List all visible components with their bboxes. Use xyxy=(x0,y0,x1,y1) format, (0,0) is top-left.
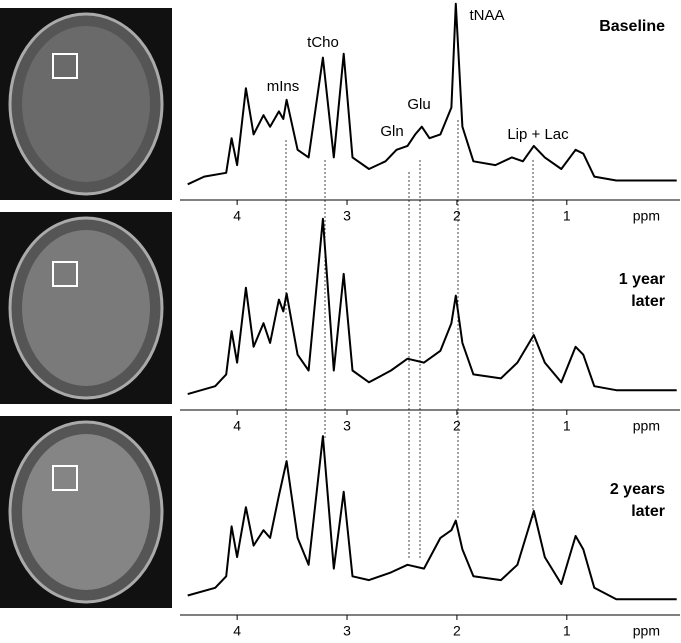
peak-label: Gln xyxy=(380,123,403,140)
brain-inner xyxy=(22,230,150,386)
panel-label: later xyxy=(631,503,665,520)
panel-label: later xyxy=(631,293,665,310)
x-tick-label: 3 xyxy=(343,208,351,224)
x-tick-label: 2 xyxy=(453,208,461,224)
x-tick-label: 4 xyxy=(233,418,241,434)
x-tick-label: 1 xyxy=(563,418,571,434)
brain-inner xyxy=(22,26,150,182)
x-tick-label: 4 xyxy=(233,208,241,224)
x-axis-label: ppm xyxy=(633,418,660,434)
voxel-box xyxy=(52,53,78,79)
peak-guides xyxy=(285,120,534,560)
peak-label: tNAA xyxy=(469,7,504,24)
peak-label: Lip + Lac xyxy=(507,126,569,143)
panel-label: 2 years xyxy=(610,481,665,498)
x-tick-label: 4 xyxy=(233,623,241,639)
x-tick-label: 2 xyxy=(453,623,461,639)
mri-images xyxy=(0,8,172,608)
x-tick-label: 1 xyxy=(563,623,571,639)
brain-inner xyxy=(22,434,150,590)
spectrum xyxy=(187,2,677,186)
panel-label: 1 year xyxy=(619,271,665,288)
x-axis-label: ppm xyxy=(633,623,660,639)
voxel-box xyxy=(52,261,78,287)
voxel-box xyxy=(52,465,78,491)
x-tick-label: 3 xyxy=(343,623,351,639)
peak-label: mIns xyxy=(267,78,300,95)
spectrum xyxy=(187,217,677,396)
peak-label: Glu xyxy=(407,96,430,113)
x-tick-label: 3 xyxy=(343,418,351,434)
panel-label: Baseline xyxy=(599,18,665,35)
x-tick-label: 2 xyxy=(453,418,461,434)
spectrum xyxy=(187,435,677,601)
x-axis-label: ppm xyxy=(633,208,660,224)
x-tick-label: 1 xyxy=(563,208,571,224)
peak-label: tCho xyxy=(307,34,339,51)
